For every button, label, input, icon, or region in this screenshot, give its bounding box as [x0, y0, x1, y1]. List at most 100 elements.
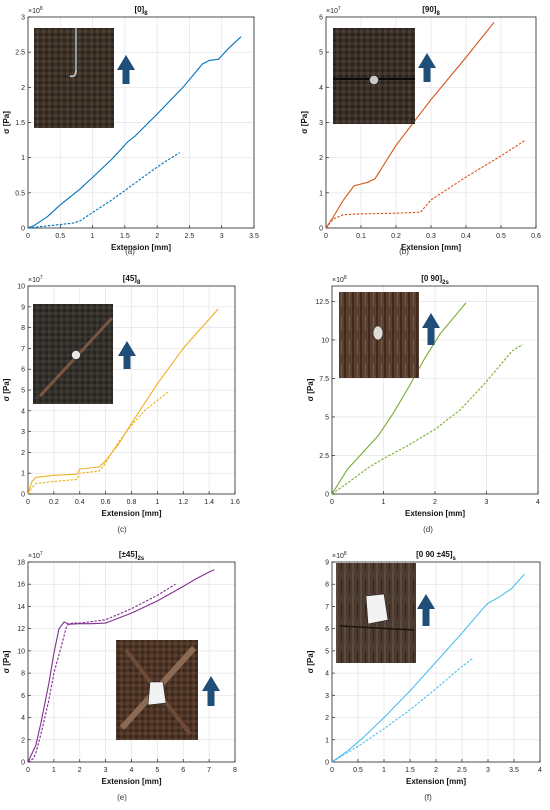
- axis-multiplier: ×108: [332, 551, 347, 560]
- x-tick-label: 1: [52, 767, 56, 774]
- x-tick-label: 0.6: [531, 233, 541, 240]
- y-tick-label: 9: [325, 560, 329, 567]
- y-tick-label: 0: [319, 226, 323, 233]
- x-tick-label: 0.3: [426, 233, 436, 240]
- y-tick-label: 6: [21, 693, 25, 700]
- y-tick-label: 7.5: [319, 376, 329, 383]
- y-tick-label: 1: [325, 737, 329, 744]
- x-tick-label: 0: [324, 233, 328, 240]
- y-axis-label: σ [Pa]: [300, 111, 309, 134]
- x-tick-label: 6: [181, 767, 185, 774]
- series-line-solid: [27, 308, 219, 495]
- hook-icon: [69, 69, 77, 78]
- y-tick-label: 6: [325, 626, 329, 633]
- x-tick-label: 0: [26, 233, 30, 240]
- hole-icon: [71, 350, 81, 360]
- y-tick-label: 10: [17, 648, 25, 655]
- y-axis-label: σ [Pa]: [306, 650, 315, 673]
- y-tick-label: 6: [319, 15, 323, 22]
- arrow-icon: [122, 69, 130, 84]
- y-tick-label: 1: [319, 190, 323, 197]
- y-tick-label: 1: [21, 155, 25, 162]
- y-tick-label: 4: [319, 85, 323, 92]
- x-tick-label: 0: [26, 499, 30, 506]
- x-axis-label: Extension [mm]: [401, 243, 461, 252]
- y-tick-label: 0.5: [15, 190, 25, 197]
- x-axis-label: Extension [mm]: [101, 509, 161, 518]
- y-tick-label: 0: [325, 760, 329, 767]
- y-tick-label: 18: [17, 560, 25, 567]
- x-tick-label: 1.5: [120, 233, 130, 240]
- panel-caption: (c): [117, 525, 127, 534]
- y-tick-label: 9: [21, 304, 25, 311]
- x-tick-label: 0.2: [49, 499, 59, 506]
- series-line-dashed: [27, 391, 169, 495]
- axis-multiplier: ×107: [28, 551, 43, 560]
- y-tick-label: 7: [325, 604, 329, 611]
- x-tick-label: 2.5: [185, 233, 195, 240]
- x-tick-label: 1.4: [204, 499, 214, 506]
- x-axis-label: Extension [mm]: [111, 243, 171, 252]
- x-tick-label: 0.4: [461, 233, 471, 240]
- chart-title: [0]8: [134, 5, 148, 17]
- x-tick-label: 1: [91, 233, 95, 240]
- y-tick-label: 10: [17, 284, 25, 291]
- x-tick-label: 2: [433, 499, 437, 506]
- arrow-icon: [422, 608, 430, 626]
- x-axis-label: Extension [mm]: [406, 777, 466, 786]
- inset-photo-e: [116, 640, 220, 740]
- y-tick-label: 2.5: [319, 453, 329, 460]
- inset-photo-f: [336, 563, 435, 663]
- arrow-head-icon: [202, 676, 220, 691]
- axis-multiplier: ×108: [28, 6, 43, 15]
- x-tick-label: 0: [26, 767, 30, 774]
- y-tick-label: 2: [319, 155, 323, 162]
- x-tick-label: 0.1: [356, 233, 366, 240]
- y-tick-label: 14: [17, 604, 25, 611]
- x-tick-label: 0.6: [101, 499, 111, 506]
- panel-caption: (d): [423, 525, 433, 534]
- x-tick-label: 4: [536, 499, 540, 506]
- hole-icon: [147, 681, 167, 706]
- chart-title: [0 90 ±45]s: [416, 550, 456, 562]
- panel-f: 0 0.5 1 1.5 2 2.5 3 3.5 4 0 1 2 3 4 5 6 7 8 9×108 [0 90 ±45…: [306, 550, 542, 802]
- hole-icon: [372, 325, 384, 341]
- panel-caption: (b): [399, 247, 409, 256]
- x-tick-label: 2: [434, 767, 438, 774]
- arrow-icon: [423, 67, 431, 82]
- y-tick-label: 2: [21, 85, 25, 92]
- x-tick-label: 2: [155, 233, 159, 240]
- arrow-head-icon: [118, 341, 136, 356]
- series-line-solid: [331, 302, 467, 495]
- y-tick-label: 8: [325, 582, 329, 589]
- y-tick-label: 12.5: [315, 299, 329, 306]
- axis-multiplier: ×108: [332, 275, 347, 284]
- y-tick-label: 0: [21, 492, 25, 499]
- panel-caption: (e): [117, 793, 127, 802]
- y-tick-label: 8: [21, 325, 25, 332]
- x-tick-label: 1: [155, 499, 159, 506]
- x-tick-label: 1: [382, 499, 386, 506]
- x-tick-label: 3.5: [249, 233, 259, 240]
- y-axis-label: σ [Pa]: [2, 111, 11, 134]
- arrow-icon: [427, 327, 435, 345]
- y-tick-label: 2: [21, 450, 25, 457]
- x-tick-label: 0.5: [353, 767, 363, 774]
- series-line-dashed: [27, 152, 180, 229]
- x-tick-label: 1: [382, 767, 386, 774]
- y-tick-label: 1.5: [15, 120, 25, 127]
- chart-title: [45]8: [123, 274, 141, 286]
- y-tick-label: 6: [21, 367, 25, 374]
- x-tick-label: 5: [155, 767, 159, 774]
- panel-caption: (a): [125, 247, 135, 256]
- chart-title: [0 90]2s: [421, 274, 449, 286]
- x-tick-label: 2: [78, 767, 82, 774]
- axis-multiplier: ×107: [326, 6, 341, 15]
- axis-multiplier: ×107: [28, 275, 43, 284]
- arrow-head-icon: [422, 313, 440, 328]
- x-tick-label: 3: [220, 233, 224, 240]
- x-tick-label: 3: [104, 767, 108, 774]
- arrow-icon: [207, 690, 215, 706]
- crack-line: [339, 625, 415, 631]
